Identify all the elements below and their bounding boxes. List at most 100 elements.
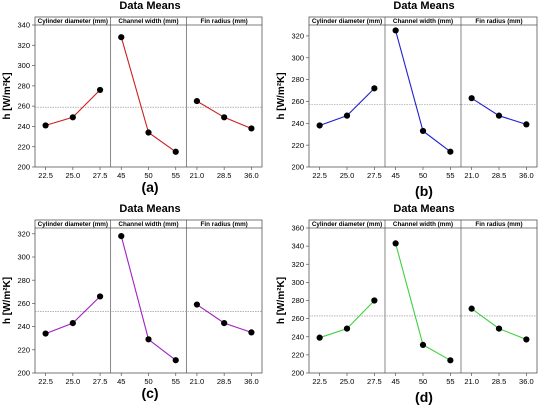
facet-header-label: Cylinder diameter (mm) <box>312 221 382 228</box>
plot-frame <box>34 219 263 374</box>
y-tick-label: 200 <box>17 369 30 378</box>
data-point <box>419 127 427 135</box>
data-point <box>316 122 323 129</box>
series-line <box>471 308 527 341</box>
x-tick-label: 22.5 <box>312 171 327 180</box>
data-point <box>193 97 201 105</box>
x-tick-label: 45 <box>117 377 125 386</box>
facet-header-label: Channel width (mm) <box>118 221 178 228</box>
facet-header-label: Fin radius (mm) <box>201 221 248 228</box>
y-tick-label: 240 <box>291 119 304 128</box>
y-tick-label: 340 <box>17 21 30 30</box>
x-tick-label: 36.0 <box>244 377 259 386</box>
facet-header-label: Fin radius (mm) <box>475 221 522 228</box>
y-tick-label: 340 <box>291 242 304 251</box>
data-point <box>145 129 152 136</box>
x-tick-label: 50 <box>419 377 427 386</box>
data-point <box>248 125 255 132</box>
facet-header-label: Channel width (mm) <box>118 18 178 25</box>
x-tick-label: 28.5 <box>217 377 232 386</box>
data-point <box>495 325 503 332</box>
chart-panel-3: Data Means 200 220 240 260 280 300 320 h [W/m²K]… <box>2 203 263 401</box>
y-tick-label: 300 <box>17 253 30 262</box>
y-tick-label: 280 <box>17 81 30 90</box>
y-tick-label: 200 <box>291 163 304 172</box>
x-tick-label: 22.5 <box>38 377 53 386</box>
data-point <box>193 301 201 308</box>
x-tick-label: 25.0 <box>66 377 81 386</box>
data-point <box>42 330 49 337</box>
data-point <box>221 114 228 121</box>
data-point <box>371 85 378 92</box>
data-point <box>69 320 76 327</box>
plot-frame <box>308 16 538 168</box>
x-tick-label: 55 <box>172 377 180 386</box>
x-tick-label: 28.5 <box>492 171 507 180</box>
facet-header-label: Cylinder diameter (mm) <box>38 221 108 228</box>
y-tick-label: 200 <box>17 163 30 172</box>
y-tick-label: 280 <box>291 75 304 84</box>
plot-frame <box>34 16 263 168</box>
data-point <box>316 334 323 341</box>
x-tick-label: 27.5 <box>93 377 108 386</box>
data-point <box>145 336 152 343</box>
facet-header-label: Channel width (mm) <box>393 18 453 25</box>
data-point <box>392 240 399 247</box>
x-tick-label: 45 <box>117 171 125 180</box>
subfigure-label: (c) <box>141 385 158 401</box>
y-tick-label: 260 <box>291 97 304 106</box>
y-tick-label: 220 <box>17 142 30 151</box>
series-line <box>196 304 252 333</box>
series-line <box>45 296 101 335</box>
series-line <box>319 300 375 339</box>
x-tick-label: 25.0 <box>66 171 81 180</box>
subfigure-label: (a) <box>141 179 158 195</box>
y-tick-label: 300 <box>291 53 304 62</box>
data-point <box>495 112 503 119</box>
data-point <box>118 233 125 240</box>
y-tick-label: 360 <box>291 224 304 233</box>
y-tick-label: 240 <box>17 322 30 331</box>
x-tick-label: 36.0 <box>519 377 534 386</box>
chart-title: Data Means <box>393 203 454 215</box>
x-tick-label: 25.0 <box>340 377 355 386</box>
facet-header-label: Cylinder diameter (mm) <box>312 18 382 25</box>
data-point <box>221 320 228 327</box>
x-tick-label: 27.5 <box>367 171 382 180</box>
y-tick-label: 280 <box>291 296 304 305</box>
x-tick-label: 28.5 <box>492 377 507 386</box>
data-point <box>447 357 454 364</box>
x-tick-label: 21.0 <box>464 171 479 180</box>
subfigure-label: (b) <box>415 183 433 199</box>
facet-header-label: Cylinder diameter (mm) <box>38 18 108 25</box>
chart-panel-2: Data Means 200 220 240 260 280 300 320 h [W/m²K]… <box>276 0 538 199</box>
x-tick-label: 36.0 <box>519 171 534 180</box>
data-point <box>523 336 530 343</box>
y-axis-label: h [W/m²K] <box>276 72 287 119</box>
y-tick-label: 260 <box>17 299 30 308</box>
data-point <box>118 34 125 41</box>
x-tick-label: 27.5 <box>93 171 108 180</box>
y-tick-label: 280 <box>17 276 30 285</box>
x-tick-label: 21.0 <box>190 171 205 180</box>
x-tick-label: 25.0 <box>340 171 355 180</box>
x-tick-label: 36.0 <box>244 171 259 180</box>
x-tick-label: 50 <box>419 171 427 180</box>
y-tick-label: 320 <box>17 41 30 50</box>
x-tick-label: 21.0 <box>464 377 479 386</box>
facet-header-label: Fin radius (mm) <box>201 18 248 25</box>
chart-title: Data Means <box>119 203 180 215</box>
y-tick-label: 320 <box>291 260 304 269</box>
data-point <box>42 122 49 129</box>
y-tick-label: 300 <box>291 278 304 287</box>
y-axis-label: h [W/m²K] <box>2 72 13 119</box>
y-tick-label: 300 <box>17 61 30 70</box>
plot-frame <box>308 219 538 374</box>
data-point <box>96 86 104 94</box>
y-axis-label: h [W/m²K] <box>2 277 13 324</box>
y-tick-label: 320 <box>291 32 304 41</box>
data-point <box>392 27 399 34</box>
x-tick-label: 22.5 <box>312 377 327 386</box>
